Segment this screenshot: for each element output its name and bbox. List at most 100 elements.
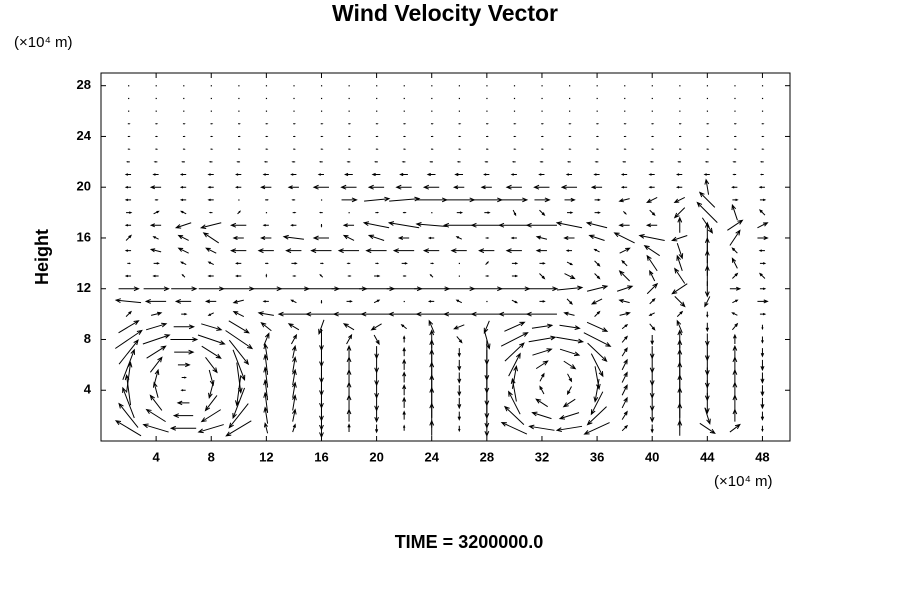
vector-arrow (342, 234, 355, 241)
vector-arrow (706, 311, 709, 318)
vector-arrow (149, 223, 162, 228)
vector-dot (238, 85, 240, 87)
vector-arrow (149, 394, 163, 411)
vector-arrow (260, 321, 272, 332)
vector-arrow (538, 173, 545, 176)
vector-arrow (501, 197, 529, 203)
vector-arrow (761, 336, 764, 344)
vector-arrow (232, 311, 245, 318)
chart-title: Wind Velocity Vector (332, 0, 558, 26)
vector-arrow (179, 173, 187, 176)
vector-arrow (704, 178, 710, 195)
vector-dot (706, 85, 709, 87)
vector-arrow (373, 334, 380, 346)
vector-arrow (346, 344, 352, 359)
vector-arrow (511, 262, 519, 265)
vector-arrow (319, 328, 324, 352)
vector-arrow (232, 299, 244, 304)
vector-arrow (367, 184, 385, 190)
vector-arrow (260, 235, 272, 240)
vector-arrow (126, 160, 130, 163)
vector-arrow (337, 248, 360, 254)
vector-dot (596, 97, 598, 100)
vector-arrow (207, 274, 214, 278)
vector-dot (761, 85, 764, 87)
vector-dot (320, 97, 323, 100)
vector-arrow (539, 300, 546, 303)
vector-dot (183, 97, 185, 100)
vector-arrow (207, 185, 214, 189)
vector-arrow (199, 222, 222, 230)
vector-arrow (342, 323, 355, 331)
x-tick-label: 16 (314, 449, 328, 464)
vector-arrow (401, 160, 406, 163)
vector-arrow (732, 160, 737, 163)
vector-arrow (318, 211, 323, 214)
vector-arrow (457, 359, 462, 372)
vector-arrow (310, 248, 332, 254)
plot-frame (100, 72, 791, 442)
vector-dot (403, 110, 405, 112)
vector-dot (513, 110, 516, 112)
vector-arrow (535, 235, 548, 240)
vector-arrow (207, 198, 214, 202)
vector-dot (293, 85, 295, 87)
vector-arrow (402, 335, 406, 343)
vector-arrow (456, 336, 463, 344)
vector-arrow (528, 424, 555, 431)
vector-dot (155, 97, 157, 100)
vector-arrow (180, 261, 187, 266)
vector-arrow (262, 173, 269, 176)
vector-arrow (485, 261, 489, 265)
vector-arrow (621, 358, 628, 371)
vector-arrow (346, 262, 351, 265)
vector-arrow (125, 310, 132, 317)
y-tick-label: 20 (77, 179, 91, 194)
vector-dot (458, 97, 460, 100)
x-tick-label: 32 (535, 449, 549, 464)
vector-arrow (731, 185, 738, 189)
vector-arrow (152, 236, 159, 240)
vector-dot (320, 199, 323, 201)
vector-arrow (759, 209, 766, 216)
vector-dot (431, 97, 433, 100)
x-tick-label: 28 (480, 449, 494, 464)
vector-arrow (387, 221, 420, 229)
vector-arrow (704, 296, 711, 308)
vector-arrow (757, 299, 769, 304)
vector-arrow (618, 198, 630, 203)
vector-arrow (508, 352, 521, 377)
vector-arrow (525, 311, 557, 317)
vector-arrow (565, 173, 573, 176)
vector-arrow (539, 262, 546, 265)
vector-arrow (208, 382, 214, 399)
vector-arrow (586, 284, 609, 292)
vector-dot (458, 85, 460, 87)
vector-dot (348, 97, 350, 100)
vector-dot (128, 97, 130, 100)
vector-arrow (346, 333, 353, 345)
vector-arrow (590, 391, 604, 416)
vector-arrow (118, 339, 139, 365)
vector-arrow (444, 197, 476, 203)
vector-arrow (534, 197, 551, 203)
vector-arrow (525, 222, 557, 228)
vector-arrow (149, 185, 162, 190)
vector-arrow (498, 222, 530, 228)
vector-dot (320, 85, 323, 87)
vector-arrow (320, 224, 323, 228)
vector-dot (210, 110, 212, 112)
vector-arrow (620, 173, 628, 176)
vector-arrow (556, 336, 585, 344)
vector-arrow (594, 260, 601, 267)
vector-arrow (444, 286, 476, 292)
vector-arrow (676, 254, 683, 272)
vector-arrow (620, 185, 628, 189)
vector-arrow (618, 270, 630, 282)
vector-arrow (649, 346, 655, 360)
vector-arrow (646, 254, 658, 272)
vector-dot (679, 110, 681, 112)
vector-arrow (153, 160, 158, 163)
vector-arrow (761, 425, 764, 433)
